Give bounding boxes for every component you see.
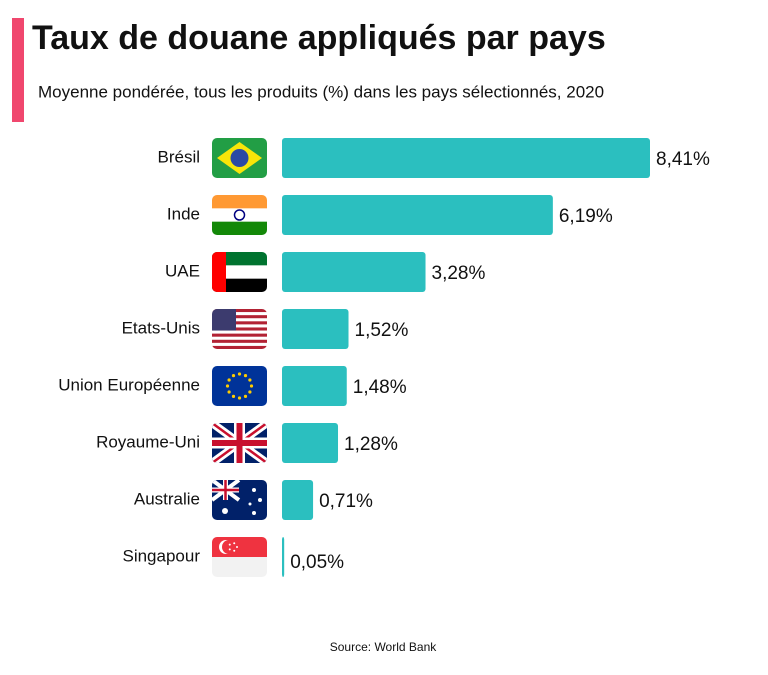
flag-part — [212, 309, 267, 313]
chart-subtitle: Moyenne pondérée, tous les produits (%) … — [38, 82, 604, 101]
flag-part — [212, 336, 267, 341]
flag — [212, 252, 267, 292]
bar — [282, 480, 314, 520]
category-label: Singapour — [122, 546, 200, 565]
bar — [282, 195, 553, 235]
flag-part — [233, 549, 236, 552]
flag-part — [233, 542, 236, 545]
flag-part — [212, 333, 267, 337]
value-label: 1,48% — [353, 377, 407, 398]
flag-part — [212, 321, 267, 325]
flag-part — [212, 324, 267, 328]
flag-part — [225, 384, 230, 388]
flag-part — [258, 498, 262, 502]
bar — [282, 366, 347, 406]
flag-part — [228, 543, 231, 546]
flag — [212, 423, 267, 463]
flag-part — [248, 390, 252, 394]
flag-part — [222, 508, 228, 514]
flag-part — [227, 378, 231, 382]
flag-part — [212, 345, 267, 349]
flag-part — [212, 208, 267, 223]
flag-part — [212, 315, 267, 319]
category-label: Etats-Unis — [122, 318, 200, 337]
value-label: 3,28% — [432, 263, 486, 284]
flag-part — [227, 390, 231, 394]
flag-part — [231, 394, 236, 398]
flag — [212, 195, 267, 235]
value-label: 6,19% — [559, 206, 613, 227]
flag-part — [236, 546, 238, 548]
flag-part — [252, 488, 256, 492]
value-label: 1,52% — [355, 320, 409, 341]
value-label: 1,28% — [344, 434, 398, 455]
flag-part — [212, 327, 267, 331]
flag-part — [222, 540, 236, 554]
category-label: Brésil — [157, 147, 200, 166]
flag-part — [248, 502, 252, 506]
flag — [212, 537, 267, 577]
flag — [212, 366, 267, 406]
flag-part — [230, 149, 249, 167]
bar — [282, 138, 650, 178]
value-label: 8,41% — [656, 149, 710, 170]
bar — [282, 423, 339, 463]
flag-part — [228, 548, 231, 551]
flag-part — [212, 309, 236, 331]
flag-part — [249, 384, 254, 388]
category-label: Australie — [134, 489, 200, 508]
flag-part — [212, 366, 267, 406]
flag-part — [212, 423, 267, 463]
bar — [282, 309, 349, 349]
category-label: Inde — [167, 204, 200, 223]
chart-title: Taux de douane appliqués par pays — [32, 19, 606, 57]
flag-part — [212, 318, 267, 322]
flag — [212, 480, 267, 520]
flag-part — [212, 330, 267, 334]
value-label: 0,05% — [290, 552, 344, 573]
category-label: Royaume-Uni — [96, 432, 200, 451]
flag-part — [212, 339, 267, 344]
flag-part — [237, 396, 242, 400]
flag-part — [212, 342, 267, 347]
flag-part — [252, 511, 256, 515]
flag-part — [212, 221, 267, 235]
value-label: 0,71% — [319, 491, 373, 512]
flag-part — [212, 312, 267, 316]
flag-part — [248, 378, 252, 382]
flag-part — [243, 394, 248, 398]
category-label: UAE — [165, 261, 200, 280]
flag-part — [237, 372, 242, 376]
flag-part — [212, 480, 239, 500]
flag — [212, 138, 267, 178]
accent-bar — [12, 18, 24, 122]
flag-part — [243, 374, 248, 378]
flag — [212, 309, 267, 349]
flag-part — [212, 195, 267, 209]
flag-part — [233, 209, 246, 221]
source-note: Source: World Bank — [330, 640, 437, 654]
category-label: Union Européenne — [58, 375, 200, 394]
bar — [282, 537, 285, 577]
flag-part — [231, 374, 236, 378]
flag-part — [212, 557, 267, 577]
flag-part — [212, 252, 226, 292]
bar — [282, 252, 426, 292]
